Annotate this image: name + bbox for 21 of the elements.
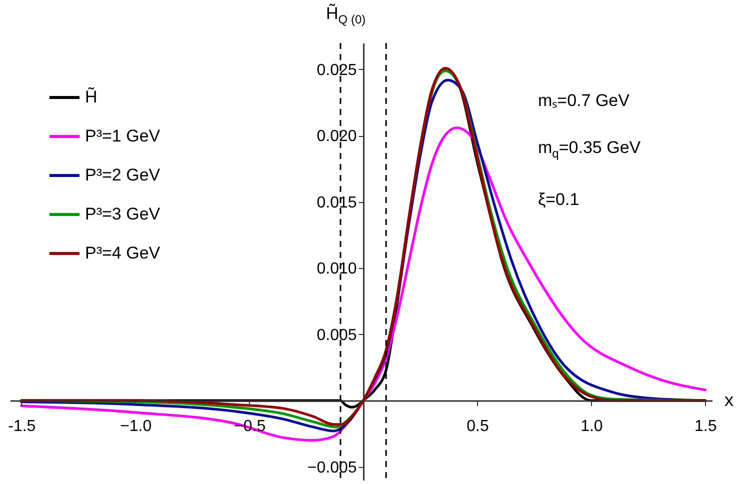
x-tick-label: 0.5 bbox=[466, 418, 489, 436]
y-tick-label: 0.015 bbox=[316, 194, 357, 212]
legend-label: P³=4 GeV bbox=[85, 244, 161, 262]
annotation: m$_{q}$=0.35 GeV bbox=[538, 138, 641, 160]
legend-label: H̃ bbox=[85, 86, 98, 106]
legend-label: P³=1 GeV bbox=[85, 126, 161, 146]
annotation: mₛ=0.7 GeV bbox=[538, 90, 630, 111]
x-axis-title: x bbox=[724, 390, 734, 410]
y-tick-label: −0.005 bbox=[307, 459, 357, 476]
y-tick-label: 0.025 bbox=[316, 62, 357, 79]
x-tick-label: 1.0 bbox=[580, 418, 603, 436]
legend-label: P³=3 GeV bbox=[85, 204, 161, 224]
y-tick-label: 0.020 bbox=[316, 128, 357, 146]
x-tick-label: −1.0 bbox=[120, 418, 152, 436]
annotation: ξ=0.1 bbox=[538, 190, 580, 210]
text: H̃$_{Q (0)}$ bbox=[326, 4, 366, 26]
y-tick-label: 0.005 bbox=[316, 326, 357, 344]
legend-label: P³=2 GeV bbox=[85, 166, 161, 184]
x-tick-label: -1.5 bbox=[8, 418, 36, 436]
y-tick-label: 0.010 bbox=[316, 260, 357, 278]
x-tick-label: 1.5 bbox=[694, 418, 717, 436]
